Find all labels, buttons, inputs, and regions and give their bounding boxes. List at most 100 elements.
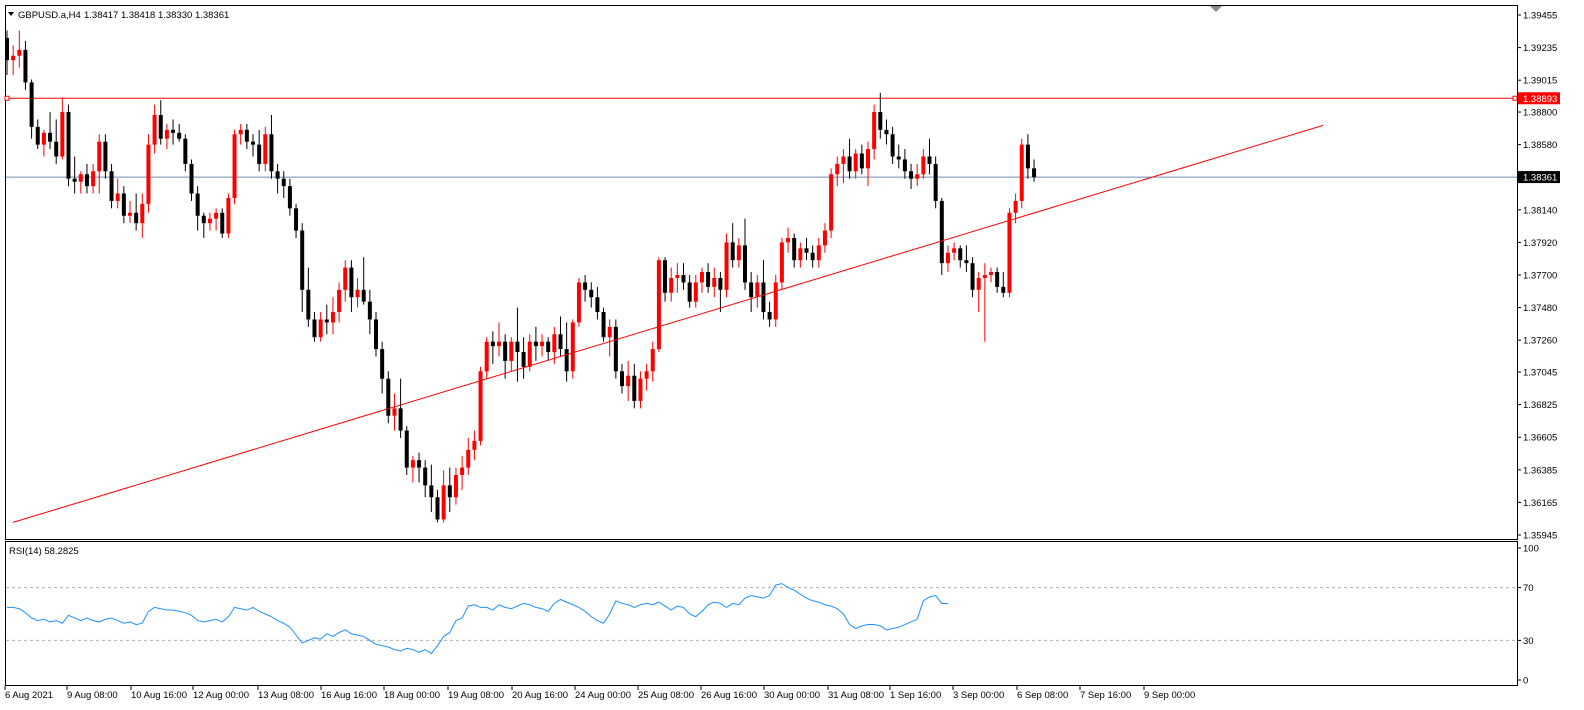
- resistance-anchor: [4, 95, 10, 101]
- price-tick-label: 1.39455: [1523, 11, 1557, 22]
- candle-bull-body: [484, 341, 489, 372]
- rsi-tick-label: 0: [1523, 676, 1528, 687]
- trendline-group[interactable]: [12, 124, 1324, 523]
- candle-bear-body: [423, 467, 428, 486]
- current-price-tag: [1518, 171, 1560, 184]
- price-tick-label: 1.35945: [1523, 531, 1557, 542]
- candle-bear-body: [367, 301, 372, 320]
- candle-bear-body: [681, 275, 686, 283]
- time-tick-label: 9 Aug 08:00: [67, 690, 118, 701]
- time-tick-label: 12 Aug 00:00: [193, 690, 249, 701]
- dropdown-triangle-icon[interactable]: [8, 12, 14, 16]
- candle-bear-body: [767, 312, 772, 320]
- candle-bull-body: [576, 282, 581, 323]
- candle-bear-body: [72, 178, 77, 182]
- candle-bear-body: [177, 132, 182, 139]
- candle-bull-body: [773, 282, 778, 320]
- price-tick-label: 1.37700: [1523, 271, 1557, 282]
- candle-bear-body: [564, 349, 569, 372]
- candle-bear-body: [927, 156, 932, 164]
- time-tick-label: 3 Sep 00:00: [953, 690, 1004, 701]
- candle-bull-body: [945, 252, 950, 264]
- candle-bear-body: [447, 485, 452, 498]
- candle-bear-body: [743, 245, 747, 283]
- rsi-label: RSI(14) 58.2825: [9, 546, 79, 557]
- rsi-plot: [6, 583, 1517, 655]
- candle-bull-body: [232, 134, 237, 198]
- candle-bear-body: [121, 193, 126, 216]
- candle-bear-body: [583, 282, 588, 290]
- candle-bull-body: [238, 129, 243, 135]
- candle-bear-body: [749, 282, 754, 298]
- candle-bull-body: [989, 272, 993, 275]
- candle-bull-body: [552, 334, 557, 353]
- candle-bear-body: [201, 215, 206, 224]
- candle-bull-body: [11, 55, 16, 61]
- chart-shift-marker-icon: [1210, 6, 1222, 12]
- candle-bull-body: [712, 277, 717, 287]
- candle-bull-body: [921, 156, 926, 175]
- candle-bull-body: [699, 272, 704, 283]
- candle-bull-body: [355, 289, 360, 298]
- price-tick-label: 1.39015: [1523, 76, 1557, 87]
- candle-bear-body: [386, 378, 391, 416]
- candle-bear-body: [251, 141, 255, 145]
- candle-bull-body: [853, 153, 858, 172]
- candle-bull-body: [318, 319, 323, 338]
- candle-bear-body: [1025, 144, 1030, 169]
- candle-bear-body: [429, 485, 434, 498]
- candle-bear-body: [5, 37, 9, 61]
- candle-bull-body: [570, 322, 575, 372]
- candle-bull-body: [786, 237, 791, 243]
- symbol-label: GBPUSD.a,H4: [18, 10, 81, 21]
- rsi-chart-frame: [5, 541, 1518, 686]
- candle-bear-body: [601, 312, 606, 338]
- candle-bull-body: [841, 156, 846, 164]
- candle-bull-body: [207, 218, 212, 224]
- time-tick-label: 20 Aug 16:00: [512, 690, 568, 701]
- candle-bull-body: [140, 203, 145, 224]
- candle-bear-body: [324, 319, 329, 323]
- candle-bear-body: [792, 237, 797, 261]
- price-tick-label: 1.38800: [1523, 108, 1557, 119]
- candle-bull-body: [343, 267, 348, 290]
- candle-bear-body: [189, 163, 194, 194]
- candle-bear-body: [134, 212, 139, 224]
- candle-bear-body: [275, 171, 280, 179]
- candle-bear-body: [687, 282, 692, 302]
- price-tick-label: 1.36385: [1523, 465, 1557, 476]
- candle-bear-body: [804, 248, 809, 253]
- support-trendline: [12, 124, 1324, 523]
- time-tick-label: 19 Aug 08:00: [448, 690, 504, 701]
- candle-bear-body: [312, 319, 317, 338]
- candle-bear-body: [23, 49, 28, 83]
- candle-bull-body: [78, 174, 83, 182]
- price-tick-label: 1.36825: [1523, 400, 1557, 411]
- candle-bull-body: [540, 341, 545, 347]
- time-tick-label: 9 Sep 00:00: [1144, 690, 1195, 701]
- candle-bull-body: [656, 260, 661, 350]
- candle-bear-body: [109, 171, 114, 201]
- candle-bull-body: [337, 289, 342, 313]
- candle-bear-body: [269, 134, 274, 172]
- candle-bull-body: [1007, 212, 1012, 293]
- candle-bear-body: [663, 260, 668, 293]
- time-tick-label: 13 Aug 08:00: [258, 690, 314, 701]
- candle-bull-body: [822, 230, 827, 246]
- candle-bear-body: [48, 132, 53, 142]
- rsi-tick-label: 100: [1523, 544, 1539, 555]
- candle-bull-body: [263, 134, 268, 164]
- price-tick-label: 1.38140: [1523, 205, 1557, 216]
- candle-bear-body: [939, 200, 944, 264]
- candle-bull-body: [872, 112, 877, 150]
- candle-bear-body: [890, 134, 895, 157]
- time-tick-label: 10 Aug 16:00: [131, 690, 187, 701]
- time-tick-label: 30 Aug 00:00: [764, 690, 820, 701]
- candle-bear-body: [958, 248, 963, 261]
- candle-bear-body: [84, 174, 89, 187]
- candle-bull-body: [675, 275, 680, 278]
- candle-bear-body: [374, 319, 378, 350]
- candle-bull-body: [41, 132, 46, 145]
- candle-bull-body: [410, 460, 415, 468]
